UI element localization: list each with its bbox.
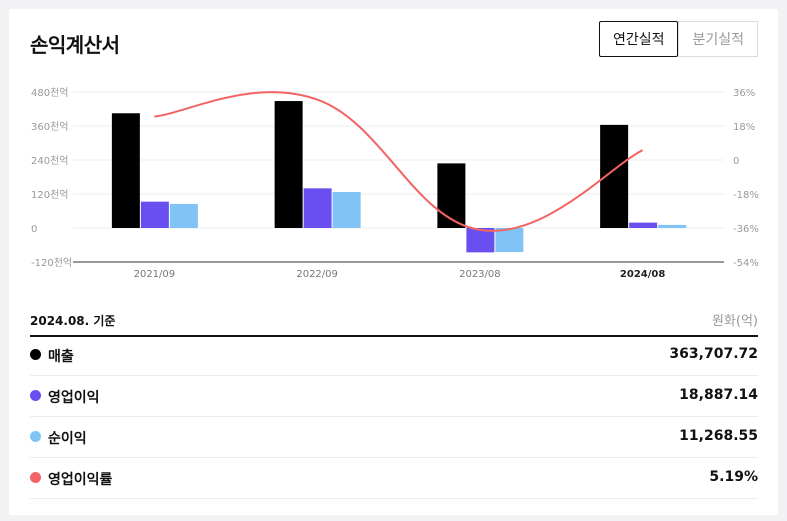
summary-row-net-income: 순이익 11,268.55 xyxy=(30,417,758,458)
summary-value: 11,268.55 xyxy=(679,428,758,444)
summary-list: 매출 363,707.72 영업이익 18,887.14 순이익 11,268.… xyxy=(30,335,758,499)
bar-1-3 xyxy=(629,222,658,228)
summary-label: 영업이익률 xyxy=(48,472,113,488)
bar-2-2 xyxy=(495,228,524,253)
chart-bars xyxy=(111,101,687,253)
unit-label: 원화(억) xyxy=(711,314,758,329)
right-tick-label: -36% xyxy=(733,224,759,235)
x-tick-label: 2022/09 xyxy=(296,269,338,280)
bar-0-2 xyxy=(437,163,466,228)
right-tick-label: -54% xyxy=(733,258,759,269)
bar-1-2 xyxy=(466,228,495,253)
right-tick-label: 0 xyxy=(733,156,739,167)
basis-date: 2024.08. 기준 xyxy=(30,314,116,328)
operating-margin-dot-icon xyxy=(30,472,41,483)
x-tick-label: 2021/09 xyxy=(134,269,176,280)
bar-2-1 xyxy=(332,192,361,228)
summary-value: 363,707.72 xyxy=(669,346,758,362)
x-tick-label: 2024/08 xyxy=(620,269,665,280)
income-chart: 480천억 360천억 240천억 120천억 0 -120천억 36% 18% 0 -18% -… xyxy=(31,87,759,280)
bar-0-0 xyxy=(111,113,140,228)
bar-0-1 xyxy=(274,101,303,228)
income-statement-card: 손익계산서 연간실적 분기실적 480천억 360천억 240천억 120천억 0 -12… xyxy=(9,9,778,515)
revenue-dot-icon xyxy=(30,349,41,360)
right-axis: 36% 18% 0 -18% -36% -54% xyxy=(733,88,759,269)
bar-2-3 xyxy=(658,224,687,228)
summary-value: 18,887.14 xyxy=(679,387,758,403)
net-income-dot-icon xyxy=(30,431,41,442)
bar-1-0 xyxy=(140,201,169,228)
summary-label: 매출 xyxy=(48,349,74,365)
summary-row-revenue: 매출 363,707.72 xyxy=(30,335,758,376)
summary-header: 2024.08. 기준 원화(억) xyxy=(30,309,758,337)
operating-profit-dot-icon xyxy=(30,390,41,401)
operating-margin-line xyxy=(154,91,644,232)
tab-quarterly[interactable]: 분기실적 xyxy=(678,21,758,57)
left-tick-label: 240천억 xyxy=(31,155,69,167)
left-tick-label: 0 xyxy=(31,224,37,235)
page-title: 손익계산서 xyxy=(30,33,120,57)
left-tick-label: 360천억 xyxy=(31,121,69,133)
left-axis: 480천억 360천억 240천억 120천억 0 -120천억 xyxy=(31,87,72,269)
summary-label: 영업이익 xyxy=(48,390,100,406)
right-tick-label: 36% xyxy=(733,88,755,99)
left-tick-label: -120천억 xyxy=(31,257,72,269)
summary-row-operating-margin: 영업이익률 5.19% xyxy=(30,458,758,499)
summary-label: 순이익 xyxy=(48,431,87,447)
tab-annual[interactable]: 연간실적 xyxy=(598,21,679,57)
bar-2-0 xyxy=(169,203,198,228)
bar-1-1 xyxy=(303,188,332,228)
left-tick-label: 120천억 xyxy=(31,189,69,201)
summary-row-operating-profit: 영업이익 18,887.14 xyxy=(30,376,758,417)
summary-value: 5.19% xyxy=(709,469,758,485)
x-axis: 2021/09 2022/09 2023/08 2024/08 xyxy=(134,269,666,280)
operating-margin-path xyxy=(154,91,644,232)
left-tick-label: 480천억 xyxy=(31,87,69,99)
x-tick-label: 2023/08 xyxy=(459,269,501,280)
right-tick-label: 18% xyxy=(733,122,755,133)
period-tabs: 연간실적 분기실적 xyxy=(598,21,758,57)
right-tick-label: -18% xyxy=(733,190,759,201)
